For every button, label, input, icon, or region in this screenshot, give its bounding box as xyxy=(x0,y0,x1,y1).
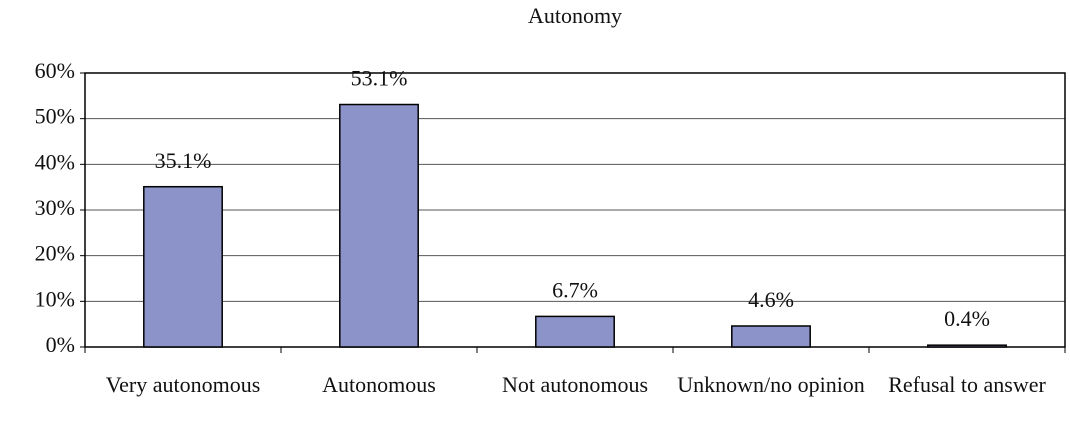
y-tick-label: 60% xyxy=(35,58,75,83)
data-label: 35.1% xyxy=(155,148,212,173)
x-tick-label: Not autonomous xyxy=(502,372,648,397)
y-tick-label: 0% xyxy=(46,332,75,357)
x-tick-label: Refusal to answer xyxy=(888,372,1046,397)
y-tick-label: 30% xyxy=(35,195,75,220)
y-tick-label: 20% xyxy=(35,241,75,266)
y-tick-label: 40% xyxy=(35,149,75,174)
x-tick-label: Unknown/no opinion xyxy=(677,372,865,397)
chart-title: Autonomy xyxy=(528,3,622,28)
bar xyxy=(535,315,615,348)
data-label: 6.7% xyxy=(552,277,598,302)
data-label: 0.4% xyxy=(944,306,990,331)
data-label: 4.6% xyxy=(748,287,794,312)
data-label: 53.1% xyxy=(351,66,408,91)
bar xyxy=(143,185,223,348)
bar xyxy=(339,103,419,348)
x-tick-label: Very autonomous xyxy=(106,372,261,397)
bar xyxy=(731,325,811,348)
x-tick-label: Autonomous xyxy=(322,372,436,397)
bar xyxy=(927,344,1007,348)
y-tick-label: 50% xyxy=(35,104,75,129)
y-tick-label: 10% xyxy=(35,286,75,311)
